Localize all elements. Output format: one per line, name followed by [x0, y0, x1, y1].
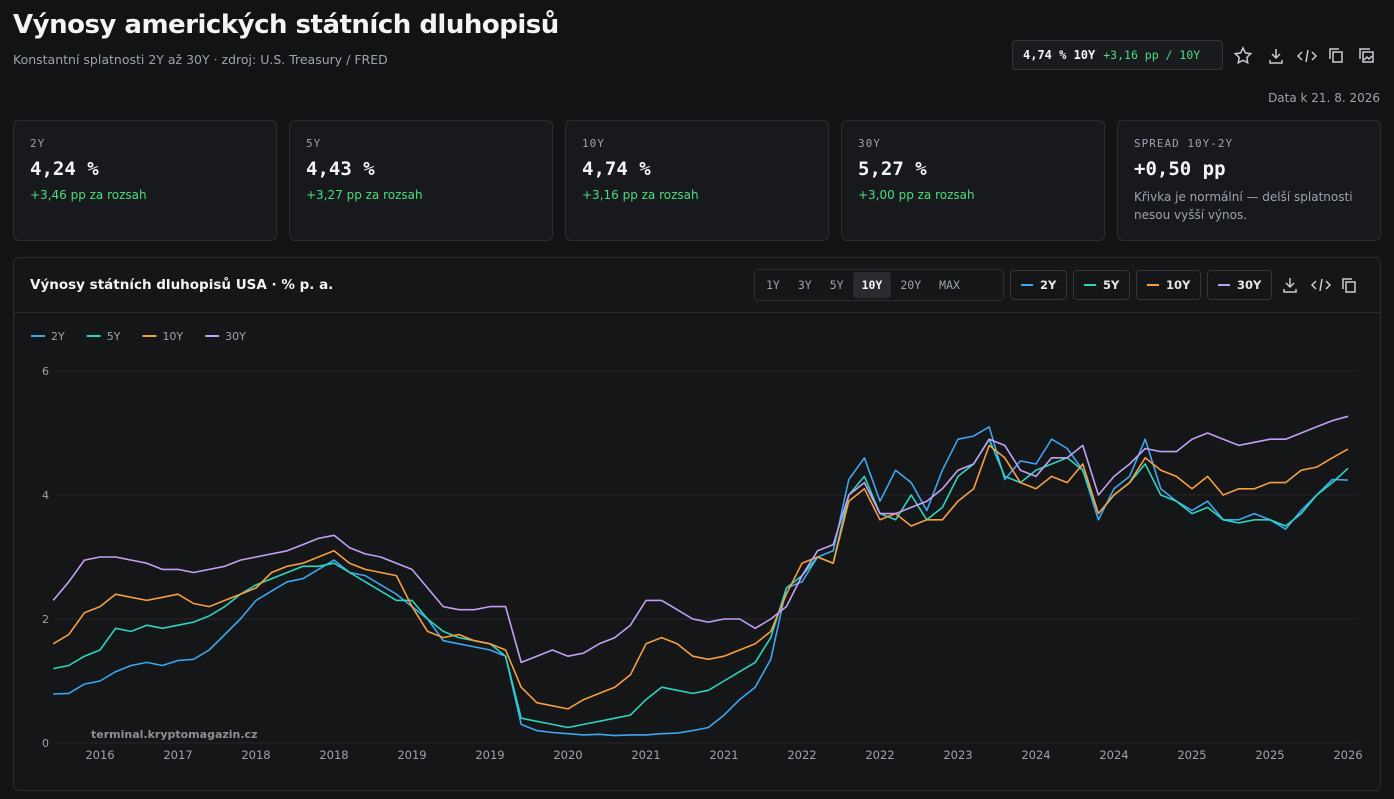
download-button[interactable] — [1283, 278, 1297, 293]
card-value: 4,24 % — [30, 158, 99, 180]
toggle-label: 2Y — [1040, 278, 1057, 292]
legend-label: 2Y — [51, 330, 65, 343]
y-tick-label: 6 — [42, 365, 49, 378]
badge-change: +3,16 pp / 10Y — [1103, 48, 1201, 62]
x-tick-label: 2026 — [1333, 748, 1362, 762]
card-label: 5Y — [306, 137, 322, 150]
x-tick-label: 2022 — [787, 748, 816, 762]
divider — [14, 312, 1380, 313]
card-change: +3,16 pp za rozsah — [582, 188, 699, 202]
series-line — [52, 444, 1349, 710]
x-tick-label: 2021 — [631, 748, 660, 762]
x-tick-label: 2023 — [943, 748, 972, 762]
legend-label: 5Y — [107, 330, 121, 343]
copy-button[interactable] — [1329, 48, 1343, 63]
legend-label: 10Y — [162, 330, 183, 343]
yield-card: 10Y 4,74 % +3,16 pp za rozsah — [565, 120, 829, 241]
card-change: +3,27 pp za rozsah — [306, 188, 423, 202]
x-tick-label: 2018 — [319, 748, 348, 762]
series-toggle[interactable]: 10Y — [1136, 270, 1202, 300]
x-tick-label: 2024 — [1099, 748, 1128, 762]
toggle-label: 10Y — [1166, 278, 1191, 292]
card-label: SPREAD 10Y-2Y — [1134, 137, 1234, 150]
data-date: Data k 21. 8. 2026 — [1268, 91, 1380, 105]
x-tick-label: 2025 — [1177, 748, 1206, 762]
x-tick-label: 2019 — [397, 748, 426, 762]
range-button[interactable]: 5Y — [829, 278, 844, 292]
range-selector: 1Y 3Y 5Y 10Y 20Y MAX — [754, 269, 1004, 301]
range-button[interactable]: 1Y — [766, 278, 780, 292]
badge-value: 4,74 % 10Y — [1023, 48, 1096, 62]
download-button[interactable] — [1269, 49, 1283, 64]
x-tick-label: 2025 — [1255, 748, 1284, 762]
y-tick-label: 2 — [42, 613, 49, 626]
x-tick-label: 2016 — [85, 748, 114, 762]
embed-button[interactable] — [1296, 49, 1318, 63]
card-change: +3,46 pp za rozsah — [30, 188, 147, 202]
x-tick-label: 2017 — [163, 748, 192, 762]
chart-title: Výnosy státních dluhopisů USA · % p. a. — [30, 277, 334, 293]
range-button[interactable]: 20Y — [900, 278, 922, 292]
card-value: 4,43 % — [306, 158, 375, 180]
range-button[interactable]: 3Y — [797, 278, 812, 292]
series-line — [53, 438, 1349, 729]
range-button[interactable]: MAX — [939, 278, 960, 292]
card-note: Křivka je normální — delší splatnosti ne… — [1134, 190, 1353, 222]
toggle-label: 30Y — [1237, 278, 1262, 292]
series-line — [53, 426, 1349, 737]
y-tick-label: 0 — [42, 737, 49, 750]
card-value: +0,50 pp — [1134, 158, 1226, 180]
x-tick-label: 2020 — [553, 748, 582, 762]
card-label: 2Y — [30, 137, 46, 150]
page-subtitle: Konstantní splatnosti 2Y až 30Y · zdroj:… — [13, 52, 388, 67]
chart-panel — [13, 257, 1381, 791]
latest-badge: 4,74 % 10Y +3,16 pp / 10Y — [1012, 40, 1223, 70]
toggle-swatch — [1084, 284, 1096, 286]
embed-button[interactable] — [1310, 278, 1332, 292]
series-toggle[interactable]: 5Y — [1073, 270, 1131, 300]
toggle-label: 5Y — [1103, 278, 1120, 292]
card-change: +3,00 pp za rozsah — [858, 188, 975, 202]
x-tick-label: 2022 — [865, 748, 894, 762]
x-tick-label: 2019 — [475, 748, 504, 762]
series-toggle[interactable]: 30Y — [1207, 270, 1273, 300]
range-button[interactable]: 10Y — [852, 272, 892, 298]
page-title: Výnosy amerických státních dluhopisů — [13, 10, 559, 40]
y-tick-label: 4 — [42, 489, 49, 502]
card-label: 30Y — [858, 137, 881, 150]
legend-label: 30Y — [225, 330, 246, 343]
yield-card: 30Y 5,27 % +3,00 pp za rozsah — [841, 120, 1105, 241]
card-value: 4,74 % — [582, 158, 651, 180]
x-tick-label: 2024 — [1021, 748, 1050, 762]
x-tick-label: 2021 — [709, 748, 738, 762]
yield-card: 2Y 4,24 % +3,46 pp za rozsah — [13, 120, 277, 241]
yield-card: 5Y 4,43 % +3,27 pp za rozsah — [289, 120, 553, 241]
star-button[interactable] — [1233, 46, 1253, 65]
header-icons — [1233, 46, 1374, 65]
series-toggle[interactable]: 2Y — [1010, 270, 1068, 300]
chart-icons — [1283, 278, 1356, 293]
watermark: terminal.kryptomagazin.cz — [91, 728, 257, 741]
x-tick-label: 2018 — [241, 748, 270, 762]
copy-button[interactable] — [1342, 278, 1356, 293]
chart: 0 2 4 6 2016 2017 2018 2018 2019 2019 2020 2021 2021… — [31, 330, 1363, 762]
series-line — [52, 415, 1349, 664]
spread-card: SPREAD 10Y-2Y +0,50 pp Křivka je normální … — [1117, 120, 1381, 241]
toggle-swatch — [1021, 284, 1033, 286]
image-button[interactable] — [1359, 48, 1374, 63]
card-label: 10Y — [582, 137, 605, 150]
toggle-swatch — [1218, 284, 1230, 286]
card-value: 5,27 % — [858, 158, 927, 180]
toggle-swatch — [1147, 284, 1159, 286]
